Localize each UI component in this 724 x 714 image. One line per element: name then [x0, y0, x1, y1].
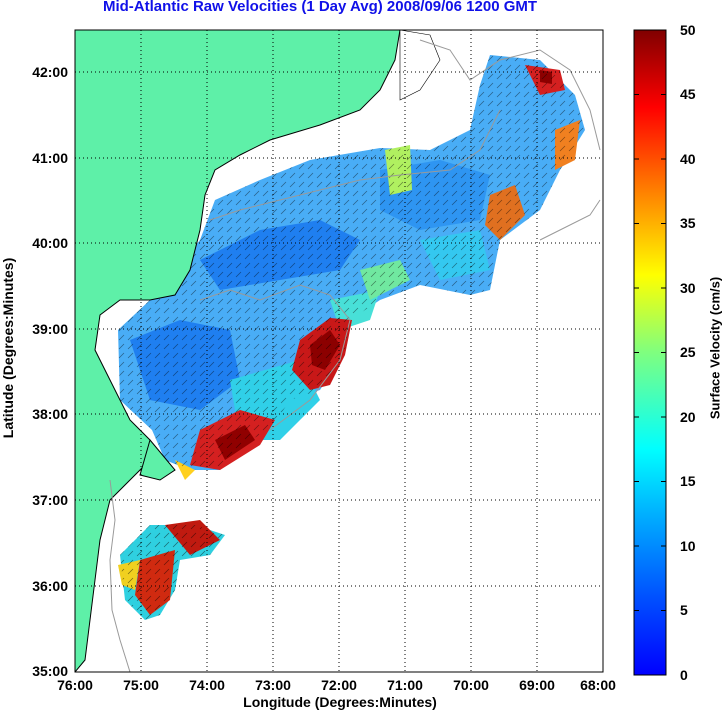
colorbar-tick: 30: [680, 280, 696, 296]
colorbar-tick: 25: [680, 344, 696, 360]
x-tick: 72:00: [321, 677, 357, 693]
x-tick-labels: 76:00 75:00 74:00 73:00 72:00 71:00 70:0…: [57, 677, 616, 693]
velocity-vectors: [118, 55, 585, 470]
x-tick: 71:00: [387, 677, 423, 693]
y-tick: 40:00: [32, 235, 68, 251]
colorbar: [633, 29, 667, 676]
y-tick: 37:00: [32, 492, 68, 508]
x-tick: 73:00: [255, 677, 291, 693]
x-tick: 69:00: [519, 677, 555, 693]
colorbar-tick: 10: [680, 538, 696, 554]
y-tick: 35:00: [32, 663, 68, 679]
x-axis-label: Longitude (Degrees:Minutes): [243, 694, 437, 710]
y-tick: 38:00: [32, 406, 68, 422]
y-tick-labels: 42:00 41:00 40:00 39:00 38:00 37:00 36:0…: [32, 64, 68, 679]
land-mass: [75, 30, 401, 672]
y-tick: 41:00: [32, 150, 68, 166]
colorbar-tick: 0: [680, 667, 688, 683]
x-tick: 70:00: [453, 677, 489, 693]
x-tick: 74:00: [189, 677, 225, 693]
x-tick: 75:00: [123, 677, 159, 693]
map-title: Mid-Atlantic Raw Velocities (1 Day Avg) …: [102, 0, 538, 15]
x-tick: 76:00: [57, 677, 93, 693]
colorbar-tick: 35: [680, 215, 696, 231]
y-tick: 42:00: [32, 64, 68, 80]
colorbar-tick: 45: [680, 86, 696, 102]
colorbar-ticks: 50 45 40 35 30 25 20 15 10 5 0: [680, 22, 696, 683]
colorbar-tick: 50: [680, 22, 696, 38]
y-tick: 39:00: [32, 321, 68, 337]
y-tick: 36:00: [32, 578, 68, 594]
map-grid: [75, 30, 603, 672]
colorbar-tick: 40: [680, 151, 696, 167]
colorbar-tick: 20: [680, 409, 696, 425]
colorbar-tick: 5: [680, 602, 688, 618]
x-tick: 68:00: [580, 677, 616, 693]
map-frame: [74, 29, 604, 673]
colorbar-tick: 15: [680, 473, 696, 489]
